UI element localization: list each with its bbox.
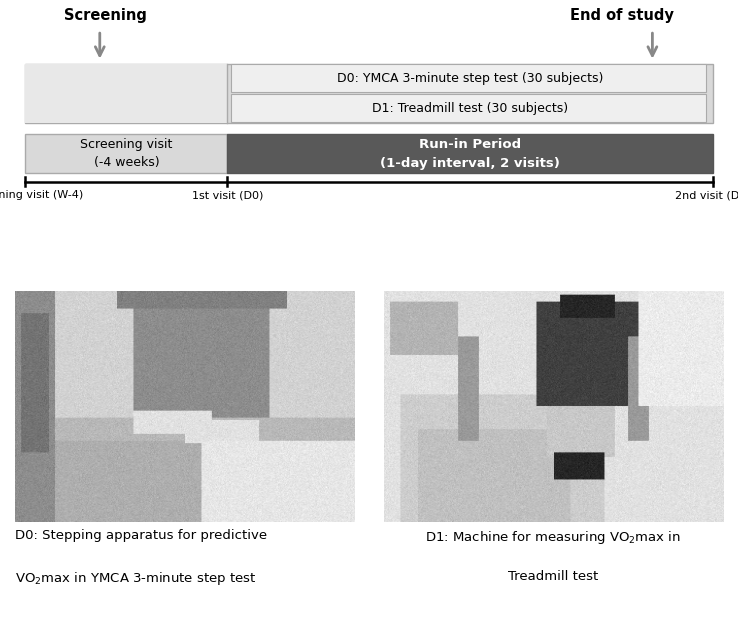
Text: D1: Treadmill test (30 subjects): D1: Treadmill test (30 subjects) bbox=[372, 102, 568, 115]
FancyBboxPatch shape bbox=[231, 65, 706, 92]
Text: D0: YMCA 3-minute step test (30 subjects): D0: YMCA 3-minute step test (30 subjects… bbox=[337, 72, 603, 85]
FancyBboxPatch shape bbox=[227, 134, 713, 173]
Text: End of study: End of study bbox=[570, 8, 674, 23]
Text: Screening visit
(-4 weeks): Screening visit (-4 weeks) bbox=[80, 138, 173, 169]
FancyBboxPatch shape bbox=[25, 134, 227, 173]
Text: VO$_2$max in YMCA 3-minute step test: VO$_2$max in YMCA 3-minute step test bbox=[15, 570, 256, 587]
Text: 2nd visit (D1): 2nd visit (D1) bbox=[675, 190, 738, 200]
FancyBboxPatch shape bbox=[25, 64, 713, 123]
Text: 1st visit (D0): 1st visit (D0) bbox=[192, 190, 263, 200]
FancyBboxPatch shape bbox=[25, 64, 227, 123]
Text: Screening visit (W-4): Screening visit (W-4) bbox=[0, 190, 83, 200]
FancyBboxPatch shape bbox=[231, 94, 706, 122]
Text: Screening: Screening bbox=[64, 8, 147, 23]
Text: Run-in Period
(1-day interval, 2 visits): Run-in Period (1-day interval, 2 visits) bbox=[380, 137, 560, 170]
Text: D0: Stepping apparatus for predictive: D0: Stepping apparatus for predictive bbox=[15, 529, 267, 542]
Text: Treadmill test: Treadmill test bbox=[508, 570, 599, 583]
Text: D1: Machine for measuring VO$_2$max in: D1: Machine for measuring VO$_2$max in bbox=[426, 529, 681, 546]
